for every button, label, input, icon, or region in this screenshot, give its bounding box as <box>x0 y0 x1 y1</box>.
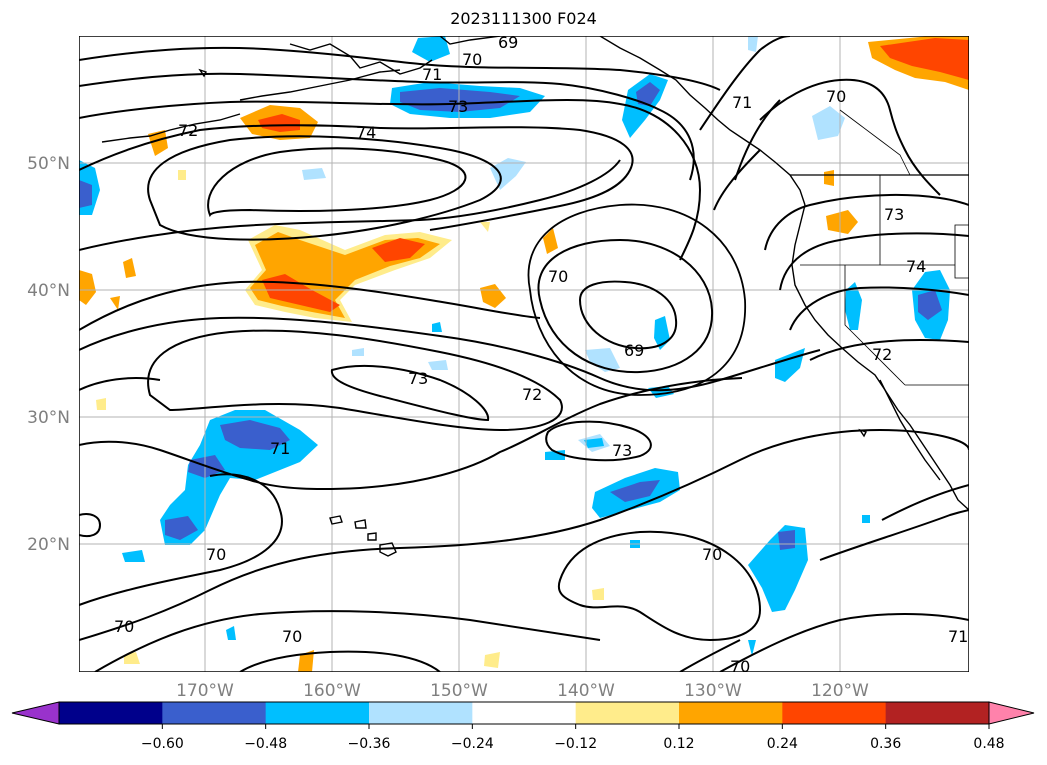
contour-label: 74 <box>356 123 376 142</box>
contour-label: 73 <box>448 97 468 116</box>
lon-label-150w: 150°W <box>430 681 488 701</box>
lon-label-170w: 170°W <box>176 681 234 701</box>
lon-label-130w: 130°W <box>684 681 742 701</box>
contour-label: 70 <box>826 87 846 106</box>
contour-label: 73 <box>612 441 632 460</box>
colorbar-segment <box>575 702 680 724</box>
colorbar-tick-label: 0.24 <box>767 736 798 752</box>
contour-label: 70 <box>462 50 482 69</box>
map-area: 69 70 71 72 73 74 70 70 73 72 69 71 73 7… <box>79 33 969 676</box>
contour-label: 70 <box>206 545 226 564</box>
lat-label-20n: 20°N <box>27 535 70 555</box>
colorbar-tick-label: 0.48 <box>973 736 1004 752</box>
colorbar-segment <box>782 702 887 724</box>
colorbar-extend-max <box>988 701 1035 725</box>
contour-label: 70 <box>730 657 750 676</box>
contour-label: 71 <box>948 627 968 646</box>
lat-label-50n: 50°N <box>27 154 70 174</box>
contour-label: 69 <box>498 33 518 52</box>
longitude-labels: 170°W 160°W 150°W 140°W 130°W 120°W <box>176 681 869 701</box>
contour-label: 69 <box>624 341 644 360</box>
positive-anomaly-patches <box>79 36 969 672</box>
colorbar-segments <box>11 701 1035 725</box>
lat-label-40n: 40°N <box>27 281 70 301</box>
contour-label: 73 <box>884 205 904 224</box>
contour-lines <box>79 36 969 672</box>
contour-label: 70 <box>282 627 302 646</box>
colorbar-tick-label: −0.48 <box>244 736 287 752</box>
contour-label: 72 <box>522 385 542 404</box>
contour-label: 70 <box>548 267 568 286</box>
lon-label-140w: 140°W <box>557 681 615 701</box>
colorbar-segment <box>162 702 267 724</box>
colorbar-segment <box>369 702 473 724</box>
lon-label-160w: 160°W <box>303 681 361 701</box>
contour-label: 72 <box>178 121 198 140</box>
contour-label: 71 <box>422 65 442 84</box>
colorbar-tick-label: 0.36 <box>870 736 901 752</box>
negative-anomaly-patches <box>79 36 950 656</box>
contour-label: 71 <box>270 439 290 458</box>
colorbar-tick-label: 0.12 <box>663 736 694 752</box>
colorbar-segment <box>59 702 163 724</box>
colorbar: −0.60 −0.48 −0.36 −0.24 −0.12 0.12 0.24 0.36 0.4… <box>11 701 1035 752</box>
colorbar-extend-min <box>11 701 60 725</box>
contour-label: 70 <box>702 545 722 564</box>
lon-label-120w: 120°W <box>811 681 869 701</box>
map-title: 2023111300 F024 <box>450 9 597 28</box>
graticule <box>79 36 969 672</box>
contour-label: 74 <box>906 257 926 276</box>
colorbar-segment <box>265 702 370 724</box>
contour-label: 73 <box>408 369 428 388</box>
contour-label: 70 <box>114 617 134 636</box>
contour-labels: 69 70 71 72 73 74 70 70 73 72 69 71 73 7… <box>114 33 968 676</box>
colorbar-tick-label: −0.12 <box>554 736 597 752</box>
contour-label: 72 <box>872 345 892 364</box>
shading-layer <box>79 36 969 672</box>
colorbar-tick-label: −0.60 <box>141 736 184 752</box>
colorbar-segment <box>472 702 577 724</box>
colorbar-ticks: −0.60 −0.48 −0.36 −0.24 −0.12 0.12 0.24 0.36 0.4… <box>141 724 1005 752</box>
colorbar-segment <box>885 702 990 724</box>
contour-label: 71 <box>732 93 752 112</box>
colorbar-segment <box>679 702 783 724</box>
colorbar-tick-label: −0.36 <box>348 736 391 752</box>
lat-label-30n: 30°N <box>27 408 70 428</box>
colorbar-tick-label: −0.24 <box>451 736 494 752</box>
latitude-labels: 50°N 40°N 30°N 20°N <box>27 154 70 555</box>
coastlines <box>101 36 969 557</box>
